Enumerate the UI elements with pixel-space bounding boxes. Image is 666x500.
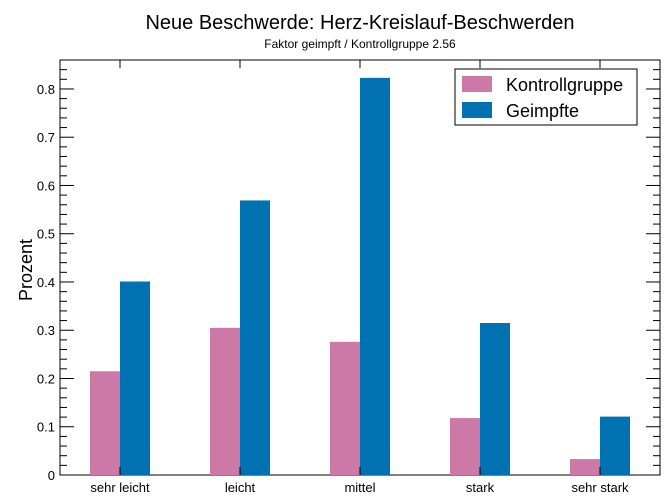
- bar-kontrollgruppe-mittel: [330, 341, 360, 475]
- y-tick-label: 0.3: [37, 323, 55, 338]
- y-tick-label: 0.7: [37, 130, 55, 145]
- chart-subtitle: Faktor geimpft / Kontrollgruppe 2.56: [264, 37, 456, 51]
- legend-swatch-geimpfte: [462, 102, 492, 118]
- y-tick-label: 0.6: [37, 178, 55, 193]
- bar-kontrollgruppe-leicht: [210, 327, 240, 475]
- bar-kontrollgruppe-stark: [450, 418, 480, 475]
- legend-label-geimpfte: Geimpfte: [506, 101, 579, 121]
- legend: Kontrollgruppe Geimpfte: [454, 68, 638, 126]
- bar-geimpfte-sehr-stark: [600, 416, 630, 475]
- x-tick-label: stark: [466, 480, 495, 495]
- legend-swatch-kontrollgruppe: [462, 76, 492, 92]
- y-tick-label: 0.2: [37, 371, 55, 386]
- bar-kontrollgruppe-sehr-leicht: [90, 371, 120, 475]
- bar-geimpfte-mittel: [360, 77, 390, 476]
- x-tick-label: mittel: [344, 480, 375, 495]
- chart-title: Neue Beschwerde: Herz-Kreislauf-Beschwer…: [145, 12, 574, 34]
- bar-kontrollgruppe-sehr-stark: [570, 459, 600, 475]
- y-tick-label: 0.5: [37, 227, 55, 242]
- x-tick-label: leicht: [225, 480, 256, 495]
- category-labels-group: sehr leicht leicht mittel stark sehr stark: [90, 60, 629, 495]
- y-ticks-group: 0 0.1 0.2 0.3 0.4 0.5 0.6 0.7 0.8: [37, 59, 660, 483]
- y-tick-label: 0.8: [37, 82, 55, 97]
- x-tick-label: sehr stark: [571, 480, 629, 495]
- bar-geimpfte-sehr-leicht: [120, 281, 150, 475]
- y-axis-label: Prozent: [16, 239, 36, 301]
- x-tick-label: sehr leicht: [90, 480, 150, 495]
- y-tick-label: 0: [48, 468, 55, 483]
- bar-geimpfte-stark: [480, 322, 510, 475]
- y-tick-label: 0.1: [37, 420, 55, 435]
- legend-label-kontrollgruppe: Kontrollgruppe: [506, 75, 623, 95]
- bars-group: [90, 77, 630, 476]
- y-tick-label: 0.4: [37, 275, 55, 290]
- bar-geimpfte-leicht: [240, 200, 270, 475]
